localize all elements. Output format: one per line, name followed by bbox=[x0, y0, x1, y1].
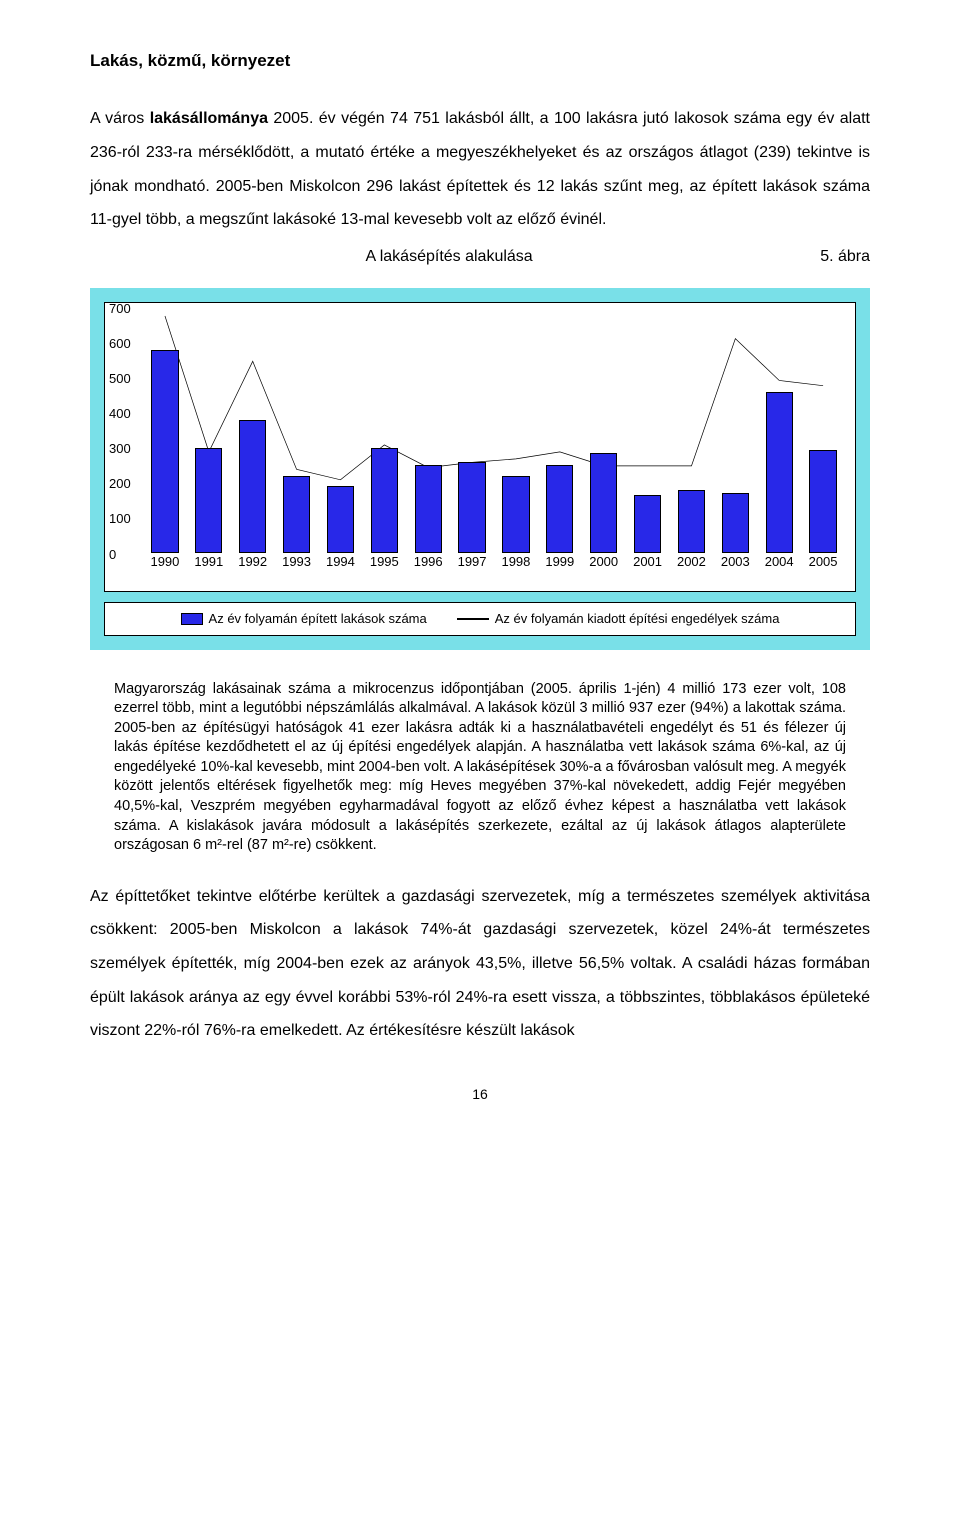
chart-bar bbox=[239, 420, 266, 552]
paragraph-2: Az építtetőket tekintve előtérbe kerülte… bbox=[90, 880, 870, 1048]
y-tick-label: 700 bbox=[109, 298, 131, 318]
chart-grid-area bbox=[143, 309, 845, 553]
page-number: 16 bbox=[90, 1084, 870, 1106]
y-tick-label: 300 bbox=[109, 439, 131, 459]
x-tick-label: 2003 bbox=[721, 552, 750, 572]
chart-figure-label: 5. ábra bbox=[820, 245, 870, 270]
legend-swatch-bar bbox=[181, 613, 203, 625]
x-tick-label: 2001 bbox=[633, 552, 662, 572]
x-tick-label: 2002 bbox=[677, 552, 706, 572]
legend-item-bar: Az év folyamán épített lakások száma bbox=[181, 609, 427, 629]
chart-bar bbox=[546, 465, 573, 552]
chart-legend: Az év folyamán épített lakások száma Az … bbox=[104, 602, 856, 636]
x-tick-label: 1994 bbox=[326, 552, 355, 572]
chart-plot-area: 0100200300400500600700199019911992199319… bbox=[104, 302, 856, 592]
legend-label-bar: Az év folyamán épített lakások száma bbox=[209, 609, 427, 629]
chart-title: A lakásépítés alakulása bbox=[90, 245, 808, 270]
legend-swatch-line bbox=[457, 618, 489, 620]
x-tick-label: 1990 bbox=[150, 552, 179, 572]
chart-bar bbox=[371, 448, 398, 553]
para1-lead: A város bbox=[90, 110, 150, 127]
legend-item-line: Az év folyamán kiadott építési engedélye… bbox=[457, 609, 780, 629]
x-tick-label: 2004 bbox=[765, 552, 794, 572]
chart-bar bbox=[634, 495, 661, 553]
chart-bar bbox=[590, 453, 617, 552]
legend-label-line: Az év folyamán kiadott építési engedélye… bbox=[495, 609, 780, 629]
para1-bold: lakásállománya bbox=[150, 110, 268, 127]
chart-bar bbox=[415, 465, 442, 552]
chart-bar bbox=[327, 486, 354, 552]
x-tick-label: 1995 bbox=[370, 552, 399, 572]
section-heading: Lakás, közmű, környezet bbox=[90, 48, 870, 74]
x-tick-label: 1997 bbox=[458, 552, 487, 572]
chart-caption-row: A lakásépítés alakulása 5. ábra bbox=[90, 245, 870, 270]
chart-bar bbox=[195, 448, 222, 553]
chart-bar bbox=[283, 476, 310, 553]
chart-bar bbox=[678, 490, 705, 553]
inset-paragraph: Magyarország lakásainak száma a mikrocen… bbox=[114, 680, 846, 856]
x-tick-label: 2000 bbox=[589, 552, 618, 572]
y-tick-label: 600 bbox=[109, 334, 131, 354]
x-tick-label: 2005 bbox=[809, 552, 838, 572]
chart-container: 0 100 200 300 400 500 600 700 1990 1991 1992 1993 19… bbox=[90, 288, 870, 650]
y-tick-label: 500 bbox=[109, 369, 131, 389]
y-tick-label: 200 bbox=[109, 474, 131, 494]
chart-bar bbox=[766, 392, 793, 552]
chart-bar bbox=[502, 476, 529, 553]
x-tick-label: 1999 bbox=[545, 552, 574, 572]
y-tick-label: 100 bbox=[109, 509, 131, 529]
chart-bar bbox=[722, 493, 749, 552]
chart-bar bbox=[458, 462, 485, 553]
chart-bar bbox=[151, 350, 178, 552]
x-tick-label: 1992 bbox=[238, 552, 267, 572]
y-tick-label: 0 bbox=[109, 544, 116, 564]
chart-bar bbox=[809, 450, 836, 553]
x-tick-label: 1993 bbox=[282, 552, 311, 572]
x-tick-label: 1991 bbox=[194, 552, 223, 572]
x-tick-label: 1998 bbox=[501, 552, 530, 572]
paragraph-1: A város lakásállománya 2005. év végén 74… bbox=[90, 102, 870, 236]
x-tick-label: 1996 bbox=[414, 552, 443, 572]
y-tick-label: 400 bbox=[109, 404, 131, 424]
para1-rest: 2005. év végén 74 751 lakásból állt, a 1… bbox=[90, 110, 870, 228]
